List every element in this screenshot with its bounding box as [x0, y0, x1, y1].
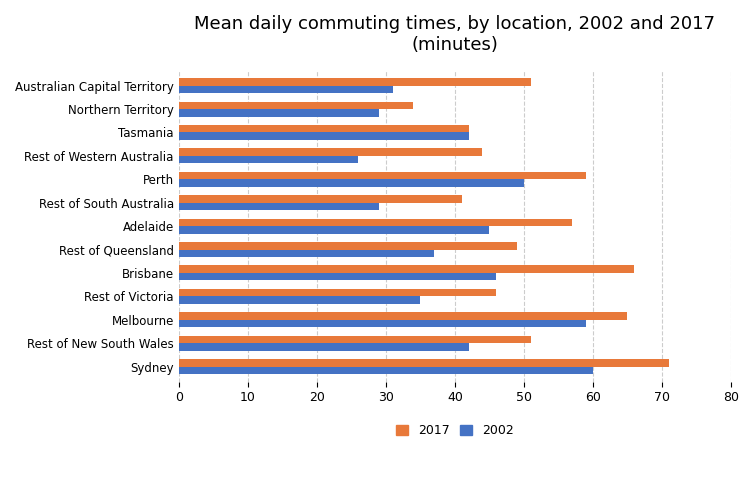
Bar — [179, 102, 413, 109]
Bar — [179, 296, 420, 304]
Bar — [179, 203, 379, 210]
Bar — [179, 226, 489, 234]
Bar — [179, 343, 469, 351]
Bar — [179, 172, 586, 179]
Bar — [179, 249, 434, 257]
Bar — [179, 219, 572, 226]
Bar — [179, 366, 593, 374]
Legend: 2017, 2002: 2017, 2002 — [391, 419, 519, 442]
Bar — [179, 320, 586, 327]
Bar — [179, 273, 496, 281]
Bar — [179, 109, 379, 117]
Bar — [179, 265, 634, 273]
Bar — [179, 86, 393, 93]
Bar — [179, 359, 669, 366]
Bar — [179, 133, 469, 140]
Bar — [179, 336, 531, 343]
Bar — [179, 78, 531, 86]
Bar — [179, 242, 517, 249]
Bar — [179, 148, 483, 156]
Bar — [179, 195, 461, 203]
Bar — [179, 289, 496, 296]
Bar — [179, 125, 469, 133]
Title: Mean daily commuting times, by location, 2002 and 2017
(minutes): Mean daily commuting times, by location,… — [195, 15, 716, 54]
Bar — [179, 156, 358, 163]
Bar — [179, 312, 627, 320]
Bar — [179, 179, 524, 187]
